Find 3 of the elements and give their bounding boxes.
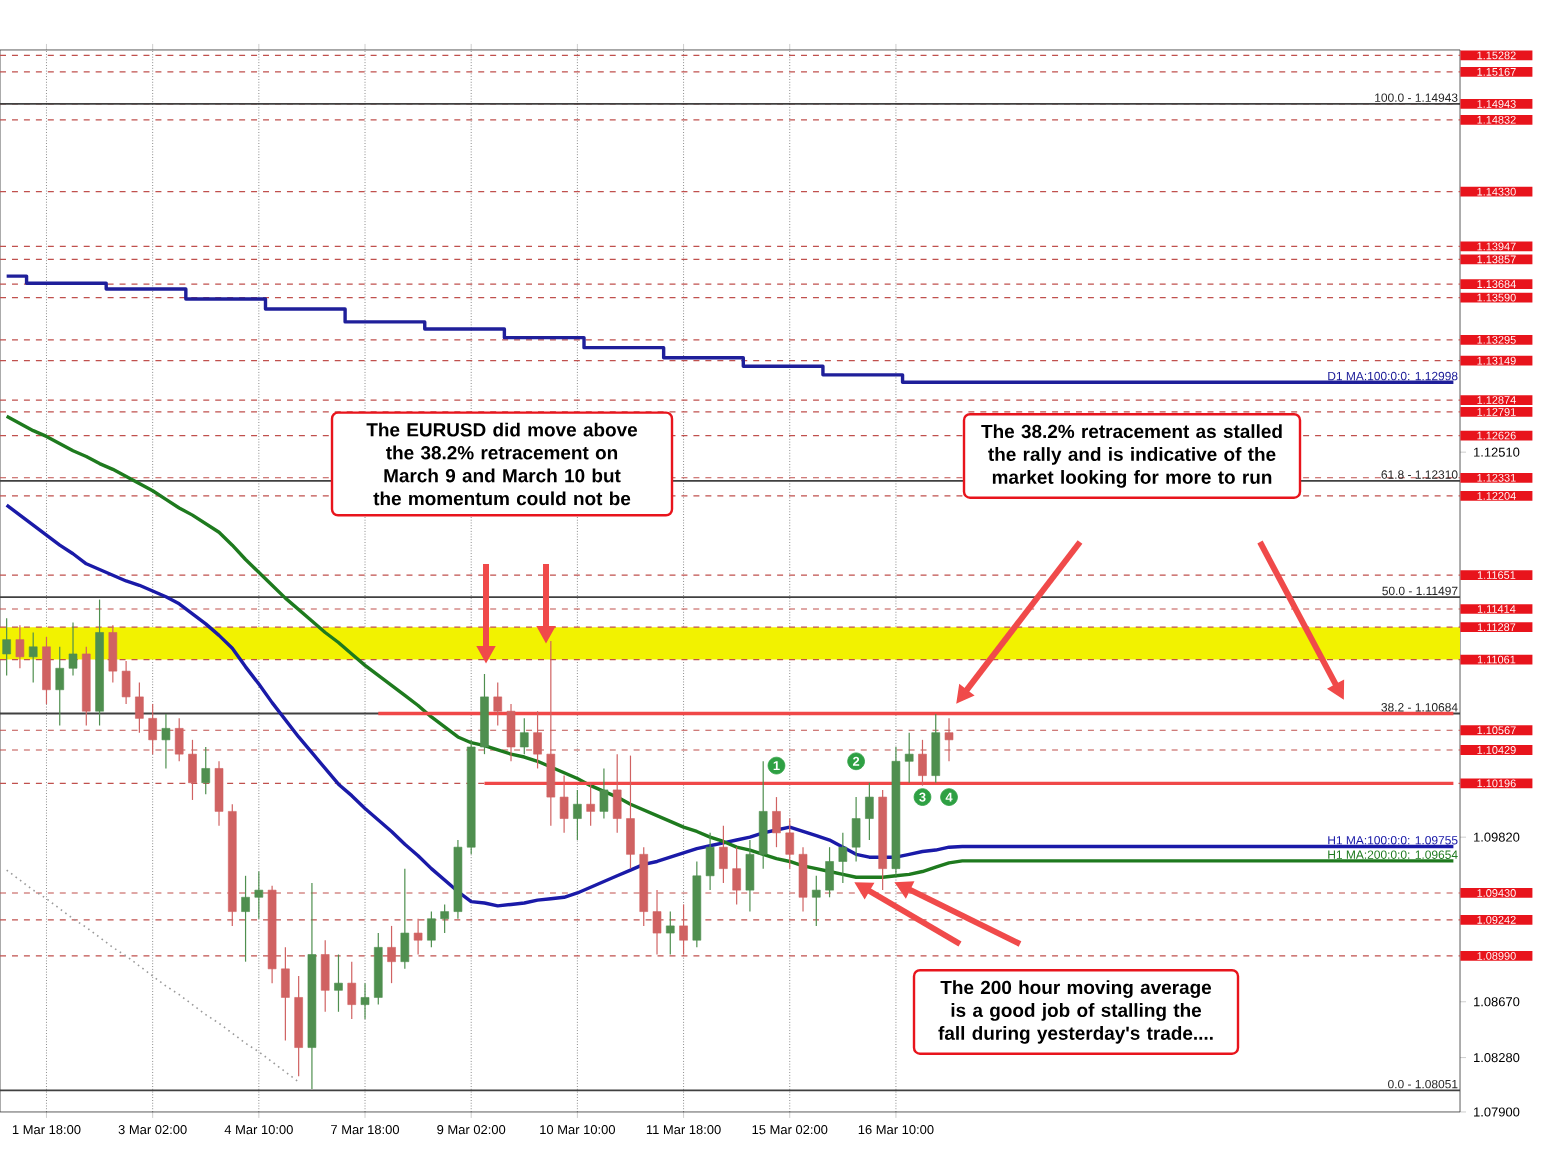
annotation: The 38.2% retracement as stalled the rally and is indicative of the market looking for more to run [981, 424, 1282, 488]
annotation: The EURUSD did move above the 38.2% retracement on March 9 and March 10 but the momentum could not be [366, 422, 638, 506]
annotation: The 200 hour moving average is a good job of stalling the fall during yesterday's trade.... [938, 980, 1213, 1044]
